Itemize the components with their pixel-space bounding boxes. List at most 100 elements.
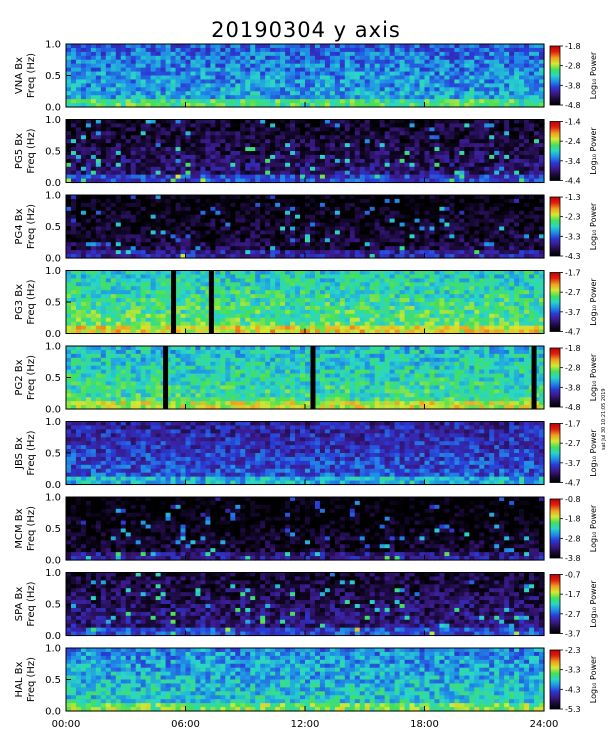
spectrogram-cell xyxy=(489,178,495,184)
spectrogram-cell xyxy=(85,143,92,148)
spectrogram-cell xyxy=(255,71,261,77)
spectrogram-cell xyxy=(419,170,426,176)
spectrogram-cell xyxy=(240,87,246,92)
spectrogram-cell xyxy=(190,139,197,144)
spectrogram-cell xyxy=(349,79,356,84)
spectrogram-cell xyxy=(394,198,401,204)
spectrogram-cell xyxy=(409,99,416,104)
spectrogram-cell xyxy=(110,274,117,279)
spectrogram-cell xyxy=(479,242,485,247)
spectrogram-cell xyxy=(66,210,72,216)
spectrogram-cell xyxy=(389,242,396,247)
spectrogram-cell xyxy=(424,123,431,128)
spectrogram-cell xyxy=(459,143,465,148)
spectrogram-cell xyxy=(235,91,241,96)
spectrogram-cell xyxy=(125,44,132,49)
spectrogram-cell xyxy=(190,206,197,212)
spectrogram-cell xyxy=(324,222,331,228)
spectrogram-cell xyxy=(329,214,336,220)
spectrogram-cell xyxy=(100,151,107,156)
spectrogram-cell xyxy=(180,87,187,92)
spectrogram-cell xyxy=(434,71,441,77)
spectrogram-cell xyxy=(319,67,326,73)
spectrogram-cell xyxy=(105,127,112,132)
spectrogram-cell xyxy=(115,166,122,172)
spectrogram-cell xyxy=(170,63,177,69)
spectrogram-cell xyxy=(339,59,346,65)
spectrogram-cell xyxy=(80,87,87,92)
spectrogram-cell xyxy=(100,123,107,128)
spectrogram-cell xyxy=(354,95,361,100)
spectrogram-cell xyxy=(105,226,112,232)
spectrogram-cell xyxy=(155,309,162,315)
spectrogram-cell xyxy=(190,198,197,204)
spectrogram-cell xyxy=(66,63,72,69)
spectrogram-cell xyxy=(80,47,87,53)
spectrogram-cell xyxy=(85,170,92,176)
spectrogram-cell xyxy=(270,222,276,228)
spectrogram-cell xyxy=(130,282,137,287)
spectrogram-cell xyxy=(524,206,530,212)
spectrogram-cell xyxy=(160,198,167,204)
spectrogram-cell xyxy=(290,95,296,100)
spectrogram-cell xyxy=(314,99,321,104)
spectrogram-cell xyxy=(235,63,241,69)
spectrogram-cell xyxy=(329,75,336,81)
spectrogram-cell xyxy=(175,166,182,172)
spectrogram-cell xyxy=(329,83,336,88)
spectrogram-cell xyxy=(210,222,216,228)
spectrogram-cell xyxy=(170,178,177,184)
spectrogram-cell xyxy=(454,79,460,84)
spectrogram-cell xyxy=(464,95,470,100)
spectrogram-cell xyxy=(105,278,112,283)
spectrogram-cell xyxy=(95,278,102,283)
spectrogram-cell xyxy=(399,210,406,216)
spectrogram-cell xyxy=(429,67,436,73)
spectrogram-cell xyxy=(324,59,331,65)
spectrogram-cell xyxy=(479,154,485,160)
spectrogram-cell xyxy=(319,154,326,160)
spectrogram-cell xyxy=(519,178,525,184)
spectrogram-cell xyxy=(200,151,207,156)
spectrogram-cell xyxy=(309,230,316,235)
spectrogram-cell xyxy=(314,210,321,216)
spectrogram-cell xyxy=(66,99,72,104)
spectrogram-cell xyxy=(220,83,226,88)
spectrogram-cell xyxy=(75,226,82,232)
spectrogram-cell xyxy=(245,230,251,235)
spectrogram-cell xyxy=(66,234,72,239)
spectrogram-cell xyxy=(240,71,246,77)
spectrogram-cell xyxy=(75,44,82,49)
spectrogram-cell xyxy=(389,202,396,208)
spectrogram-cell xyxy=(439,166,446,172)
spectrogram-cell xyxy=(70,123,77,128)
spectrogram-cell xyxy=(220,79,226,84)
spectrogram-cell xyxy=(539,170,545,176)
spectrogram-cell xyxy=(110,151,117,156)
spectrogram-cell xyxy=(200,162,207,168)
spectrogram-cell xyxy=(434,119,441,125)
spectrogram-cell xyxy=(130,317,137,323)
spectrogram-cell xyxy=(105,67,112,73)
spectrogram-cell xyxy=(434,99,441,104)
spectrogram-cell xyxy=(150,79,157,84)
spectrogram-cell xyxy=(90,321,97,327)
spectrogram-cell xyxy=(70,99,77,104)
spectrogram-cell xyxy=(349,226,356,232)
spectrogram-cell xyxy=(225,67,231,73)
spectrogram-cell xyxy=(469,83,475,88)
spectrogram-cell xyxy=(250,123,256,128)
spectrogram-cell xyxy=(255,51,261,57)
spectrogram-cell xyxy=(185,59,192,65)
spectrogram-cell xyxy=(110,71,117,77)
spectrogram-cell xyxy=(459,51,465,57)
spectrogram-cell xyxy=(504,95,510,100)
spectrogram-cell xyxy=(66,44,72,49)
spectrogram-cell xyxy=(160,206,167,212)
spectrogram-cell xyxy=(534,214,540,220)
spectrogram-cell xyxy=(260,83,266,88)
spectrogram-cell xyxy=(75,123,82,128)
spectrogram-cell xyxy=(429,254,436,259)
spectrogram-cell xyxy=(210,47,216,53)
spectrogram-cell xyxy=(409,174,416,180)
